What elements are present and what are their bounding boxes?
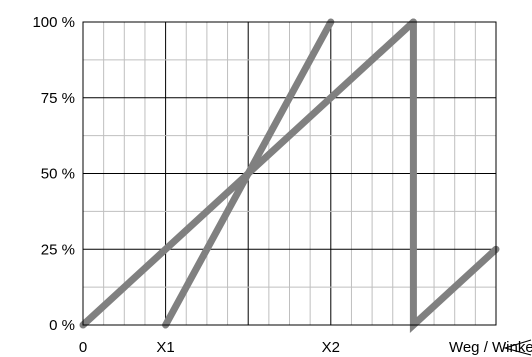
x-axis-label: Weg / Winkel [449,339,532,356]
y-tick-labels: 0 % 25 % 50 % 75 % 100 % [32,14,75,334]
x-tick-label: X2 [322,339,340,356]
plot-frame [82,21,497,326]
y-tick-label: 0 % [49,317,75,334]
x-tick-label: 0 [79,339,87,356]
grid [83,22,496,325]
x-axis-arrow-icon [503,339,532,356]
y-tick-label: 75 % [41,90,75,107]
x-tick-labels: 0 X1 X2 [79,339,340,356]
y-tick-label: 25 % [41,241,75,258]
y-tick-label: 100 % [32,14,75,31]
y-tick-label: 50 % [41,166,75,183]
x-tick-label: X1 [156,339,174,356]
series-line-2 [162,18,335,329]
